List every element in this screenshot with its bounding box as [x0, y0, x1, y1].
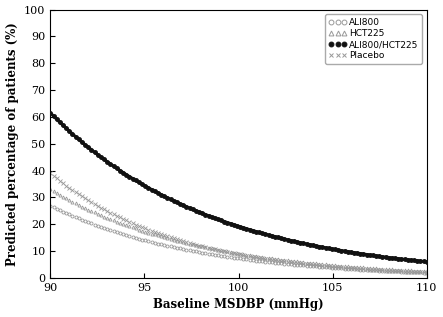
X-axis label: Baseline MSDBP (mmHg): Baseline MSDBP (mmHg)	[153, 298, 324, 311]
Y-axis label: Predicted percentage of patients (%): Predicted percentage of patients (%)	[6, 22, 19, 266]
Legend: ALI800, HCT225, ALI800/HCT225, Placebo: ALI800, HCT225, ALI800/HCT225, Placebo	[325, 14, 422, 64]
